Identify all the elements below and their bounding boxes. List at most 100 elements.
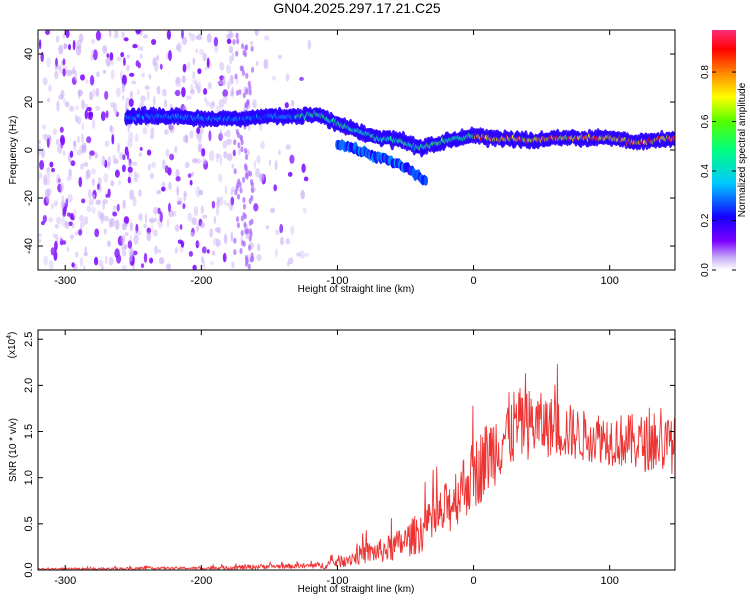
noise-blob (132, 161, 138, 166)
noise-blob (223, 151, 228, 159)
noise-blob (226, 138, 232, 145)
noise-blob (248, 220, 252, 226)
noise-blob (209, 228, 214, 238)
noise-blob (235, 50, 239, 57)
noise-blob (110, 180, 115, 187)
snr-y-multiplier-exponent: 4 (6, 335, 13, 339)
noise-blob (66, 69, 72, 77)
y-tick-label: 20 (23, 96, 35, 108)
noise-blob (242, 49, 246, 56)
noise-blob (236, 132, 240, 138)
noise-blob (183, 192, 187, 202)
noise-blob (226, 38, 232, 45)
noise-blob (230, 90, 235, 97)
noise-blob (120, 234, 126, 245)
noise-blob (148, 73, 152, 80)
noise-blob (57, 143, 63, 155)
noise-blob (109, 124, 113, 132)
noise-blob (54, 65, 58, 71)
noise-blob (83, 251, 88, 257)
noise-blob (284, 102, 289, 109)
y-tick-label: 40 (23, 48, 35, 60)
noise-blob (230, 188, 234, 196)
noise-blob (123, 57, 126, 66)
x-tick-label: 0 (470, 575, 476, 587)
noise-blob (177, 42, 182, 53)
noise-blob (38, 39, 42, 50)
noise-blob (121, 31, 125, 39)
noise-blob (80, 74, 85, 81)
noise-blob (55, 233, 59, 244)
noise-blob (287, 171, 293, 177)
noise-blob (101, 155, 106, 167)
noise-blob (278, 149, 281, 155)
noise-blob (85, 79, 89, 84)
noise-blob (231, 261, 235, 269)
x-tick-label: -300 (54, 575, 76, 587)
noise-blob (49, 161, 54, 168)
noise-blob (121, 74, 127, 86)
noise-blob (165, 148, 170, 157)
noise-blob (104, 255, 108, 265)
noise-blob (48, 84, 52, 93)
noise-blob (303, 176, 309, 182)
snr-y-axis-label: SNR (10 * v/v) (8, 418, 19, 482)
noise-blob (245, 72, 249, 79)
noise-blob (94, 152, 98, 159)
noise-blob (244, 228, 248, 235)
noise-blob (104, 140, 110, 148)
colorbar-label: Normalized spectral amplitude (737, 82, 748, 217)
noise-blob (236, 38, 240, 45)
noise-blob (40, 147, 46, 159)
noise-blob (128, 131, 134, 142)
spectrogram-x-axis-label: Height of straight line (km) (298, 284, 415, 295)
noise-blob (72, 65, 76, 73)
noise-blob (105, 110, 109, 119)
noise-blob (106, 240, 112, 247)
noise-blob (157, 207, 161, 215)
noise-blob (86, 136, 92, 144)
colorbar-tick-label: 0.0 (700, 263, 711, 277)
noise-blob (133, 235, 139, 245)
noise-blob (250, 179, 254, 185)
colorbar-tick-label: 0.2 (700, 213, 711, 227)
noise-blob (230, 231, 234, 242)
noise-blob (92, 88, 96, 97)
colorbar-tick-label: 0.6 (700, 114, 711, 128)
noise-blob (91, 206, 96, 214)
noise-blob (263, 58, 269, 70)
noise-blob (59, 236, 63, 242)
snr-panel: -300 -200 -100 0 100 0.0 0.5 1.0 1.5 2.0 2.5 Heigh… (6, 329, 676, 595)
noise-blob (238, 181, 242, 188)
noise-blob (94, 228, 100, 238)
noise-blob (264, 35, 270, 41)
noise-blob (300, 189, 306, 200)
noise-blob (124, 232, 129, 237)
noise-blob (92, 49, 98, 61)
noise-blob (94, 256, 99, 266)
noise-blob (114, 30, 119, 36)
noise-blob (204, 66, 208, 71)
noise-blob (201, 256, 204, 264)
noise-blob (154, 245, 159, 255)
noise-blob (62, 150, 66, 156)
noise-blob (219, 129, 223, 141)
noise-blob (116, 87, 121, 97)
noise-blob (177, 196, 183, 205)
noise-blob (191, 217, 197, 226)
noise-blob (166, 263, 171, 270)
noise-blob (118, 180, 122, 186)
noise-blob (65, 30, 70, 39)
noise-blob (265, 225, 270, 230)
noise-blob (110, 101, 116, 108)
noise-blob (126, 54, 131, 59)
noise-blob (103, 228, 108, 235)
noise-blob (142, 127, 148, 135)
noise-blob (230, 196, 235, 206)
noise-blob (129, 221, 133, 232)
noise-blob (175, 89, 181, 97)
noise-blob (79, 214, 85, 223)
noise-blob (229, 46, 234, 54)
